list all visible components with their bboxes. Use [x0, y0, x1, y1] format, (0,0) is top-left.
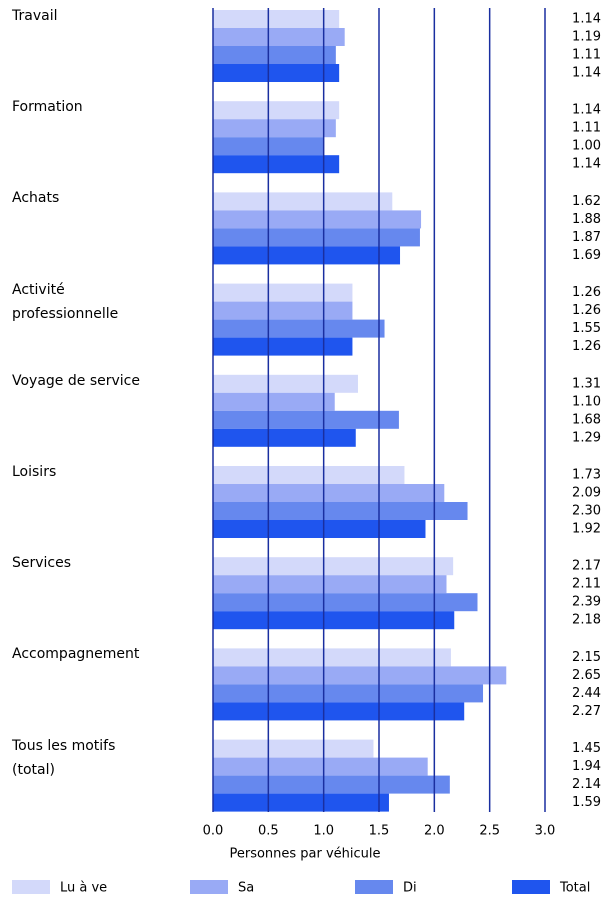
bar	[213, 101, 340, 120]
bar	[213, 301, 353, 320]
x-tick-label: 1.5	[369, 824, 390, 839]
bar	[213, 210, 422, 229]
value-label: 2.17	[572, 559, 601, 574]
bar	[213, 684, 484, 703]
bar	[213, 228, 420, 247]
value-label: 1.14	[572, 66, 601, 81]
bar	[213, 283, 353, 302]
bar	[213, 392, 335, 411]
value-label: 1.11	[572, 48, 601, 63]
bar	[213, 557, 454, 576]
legend-swatch	[512, 880, 550, 894]
legend-label: Di	[403, 881, 417, 896]
bar	[213, 702, 465, 721]
value-label: 1.59	[572, 795, 601, 810]
value-label: 1.10	[572, 394, 601, 409]
bar	[213, 793, 389, 812]
x-tick-label: 2.0	[424, 824, 445, 839]
bar	[213, 775, 450, 794]
value-label: 1.26	[572, 339, 601, 354]
x-tick-label: 1.0	[313, 824, 334, 839]
value-label: 1.19	[572, 30, 601, 45]
legend-label: Sa	[238, 881, 254, 896]
category-label: Achats	[12, 190, 60, 207]
value-label: 1.31	[572, 376, 601, 391]
value-label: 2.27	[572, 704, 601, 719]
value-label: 1.45	[572, 741, 601, 756]
category-label: Loisirs	[12, 464, 57, 480]
value-label: 1.26	[572, 285, 601, 300]
value-label: 1.68	[572, 412, 601, 427]
x-tick-label: 0.0	[203, 824, 224, 839]
value-label: 1.73	[572, 468, 601, 483]
bar	[213, 611, 455, 630]
value-label: 2.30	[572, 504, 601, 519]
x-tick-label: 3.0	[535, 824, 556, 839]
legend-swatch	[355, 880, 393, 894]
bar	[213, 246, 401, 265]
value-label: 1.69	[572, 248, 601, 263]
bar	[213, 410, 399, 429]
value-label: 2.15	[572, 650, 601, 665]
value-label: 1.92	[572, 522, 601, 537]
bar	[213, 593, 478, 612]
value-label: 1.29	[572, 430, 601, 445]
bar	[213, 466, 405, 484]
bar	[213, 502, 468, 520]
x-tick-label: 0.5	[258, 824, 279, 839]
category-label: Formation	[12, 99, 83, 116]
value-label: 1.94	[572, 759, 601, 774]
bar	[213, 484, 445, 502]
bar	[213, 337, 353, 356]
value-label: 2.09	[572, 486, 601, 501]
bar	[213, 520, 426, 538]
bar	[213, 28, 345, 46]
value-label: 2.18	[572, 613, 601, 628]
bar	[213, 666, 507, 685]
bar	[213, 10, 340, 28]
legend-label: Total	[559, 881, 590, 896]
value-label: 2.14	[572, 777, 601, 792]
value-label: 1.26	[572, 303, 601, 318]
bar	[213, 319, 385, 338]
value-label: 1.00	[572, 139, 601, 154]
category-label: Accompagnement	[12, 646, 140, 663]
bar	[213, 119, 336, 138]
bar	[213, 739, 374, 758]
value-label: 2.39	[572, 595, 601, 610]
x-tick-label: 2.5	[479, 824, 500, 839]
value-label: 2.44	[572, 686, 601, 701]
category-label: Travail	[12, 8, 58, 24]
bar	[213, 757, 428, 776]
category-label: Services	[12, 555, 72, 572]
bar	[213, 575, 447, 594]
x-axis-label: Personnes par véhicule	[229, 847, 380, 862]
legend-label: Lu à ve	[60, 881, 107, 896]
value-label: 1.14	[572, 12, 601, 27]
value-label: 1.14	[572, 103, 601, 118]
value-label: 2.65	[572, 668, 601, 683]
category-label: Tous les motifs (total)	[12, 737, 116, 778]
bar	[213, 64, 340, 82]
value-label: 1.14	[572, 157, 601, 172]
category-label: Voyage de service	[12, 372, 140, 389]
bar	[213, 192, 393, 211]
bar	[213, 428, 356, 447]
category-label: Activité professionnelle	[12, 281, 119, 322]
bar	[213, 374, 358, 393]
value-label: 1.62	[572, 194, 601, 209]
value-label: 1.87	[572, 230, 601, 245]
value-label: 1.88	[572, 212, 601, 227]
value-label: 1.55	[572, 321, 601, 336]
bar	[213, 155, 340, 174]
value-label: 1.11	[572, 121, 601, 136]
legend-swatch	[12, 880, 50, 894]
value-label: 2.11	[572, 577, 601, 592]
bar	[213, 46, 336, 64]
bar	[213, 648, 451, 667]
legend-swatch	[190, 880, 228, 894]
